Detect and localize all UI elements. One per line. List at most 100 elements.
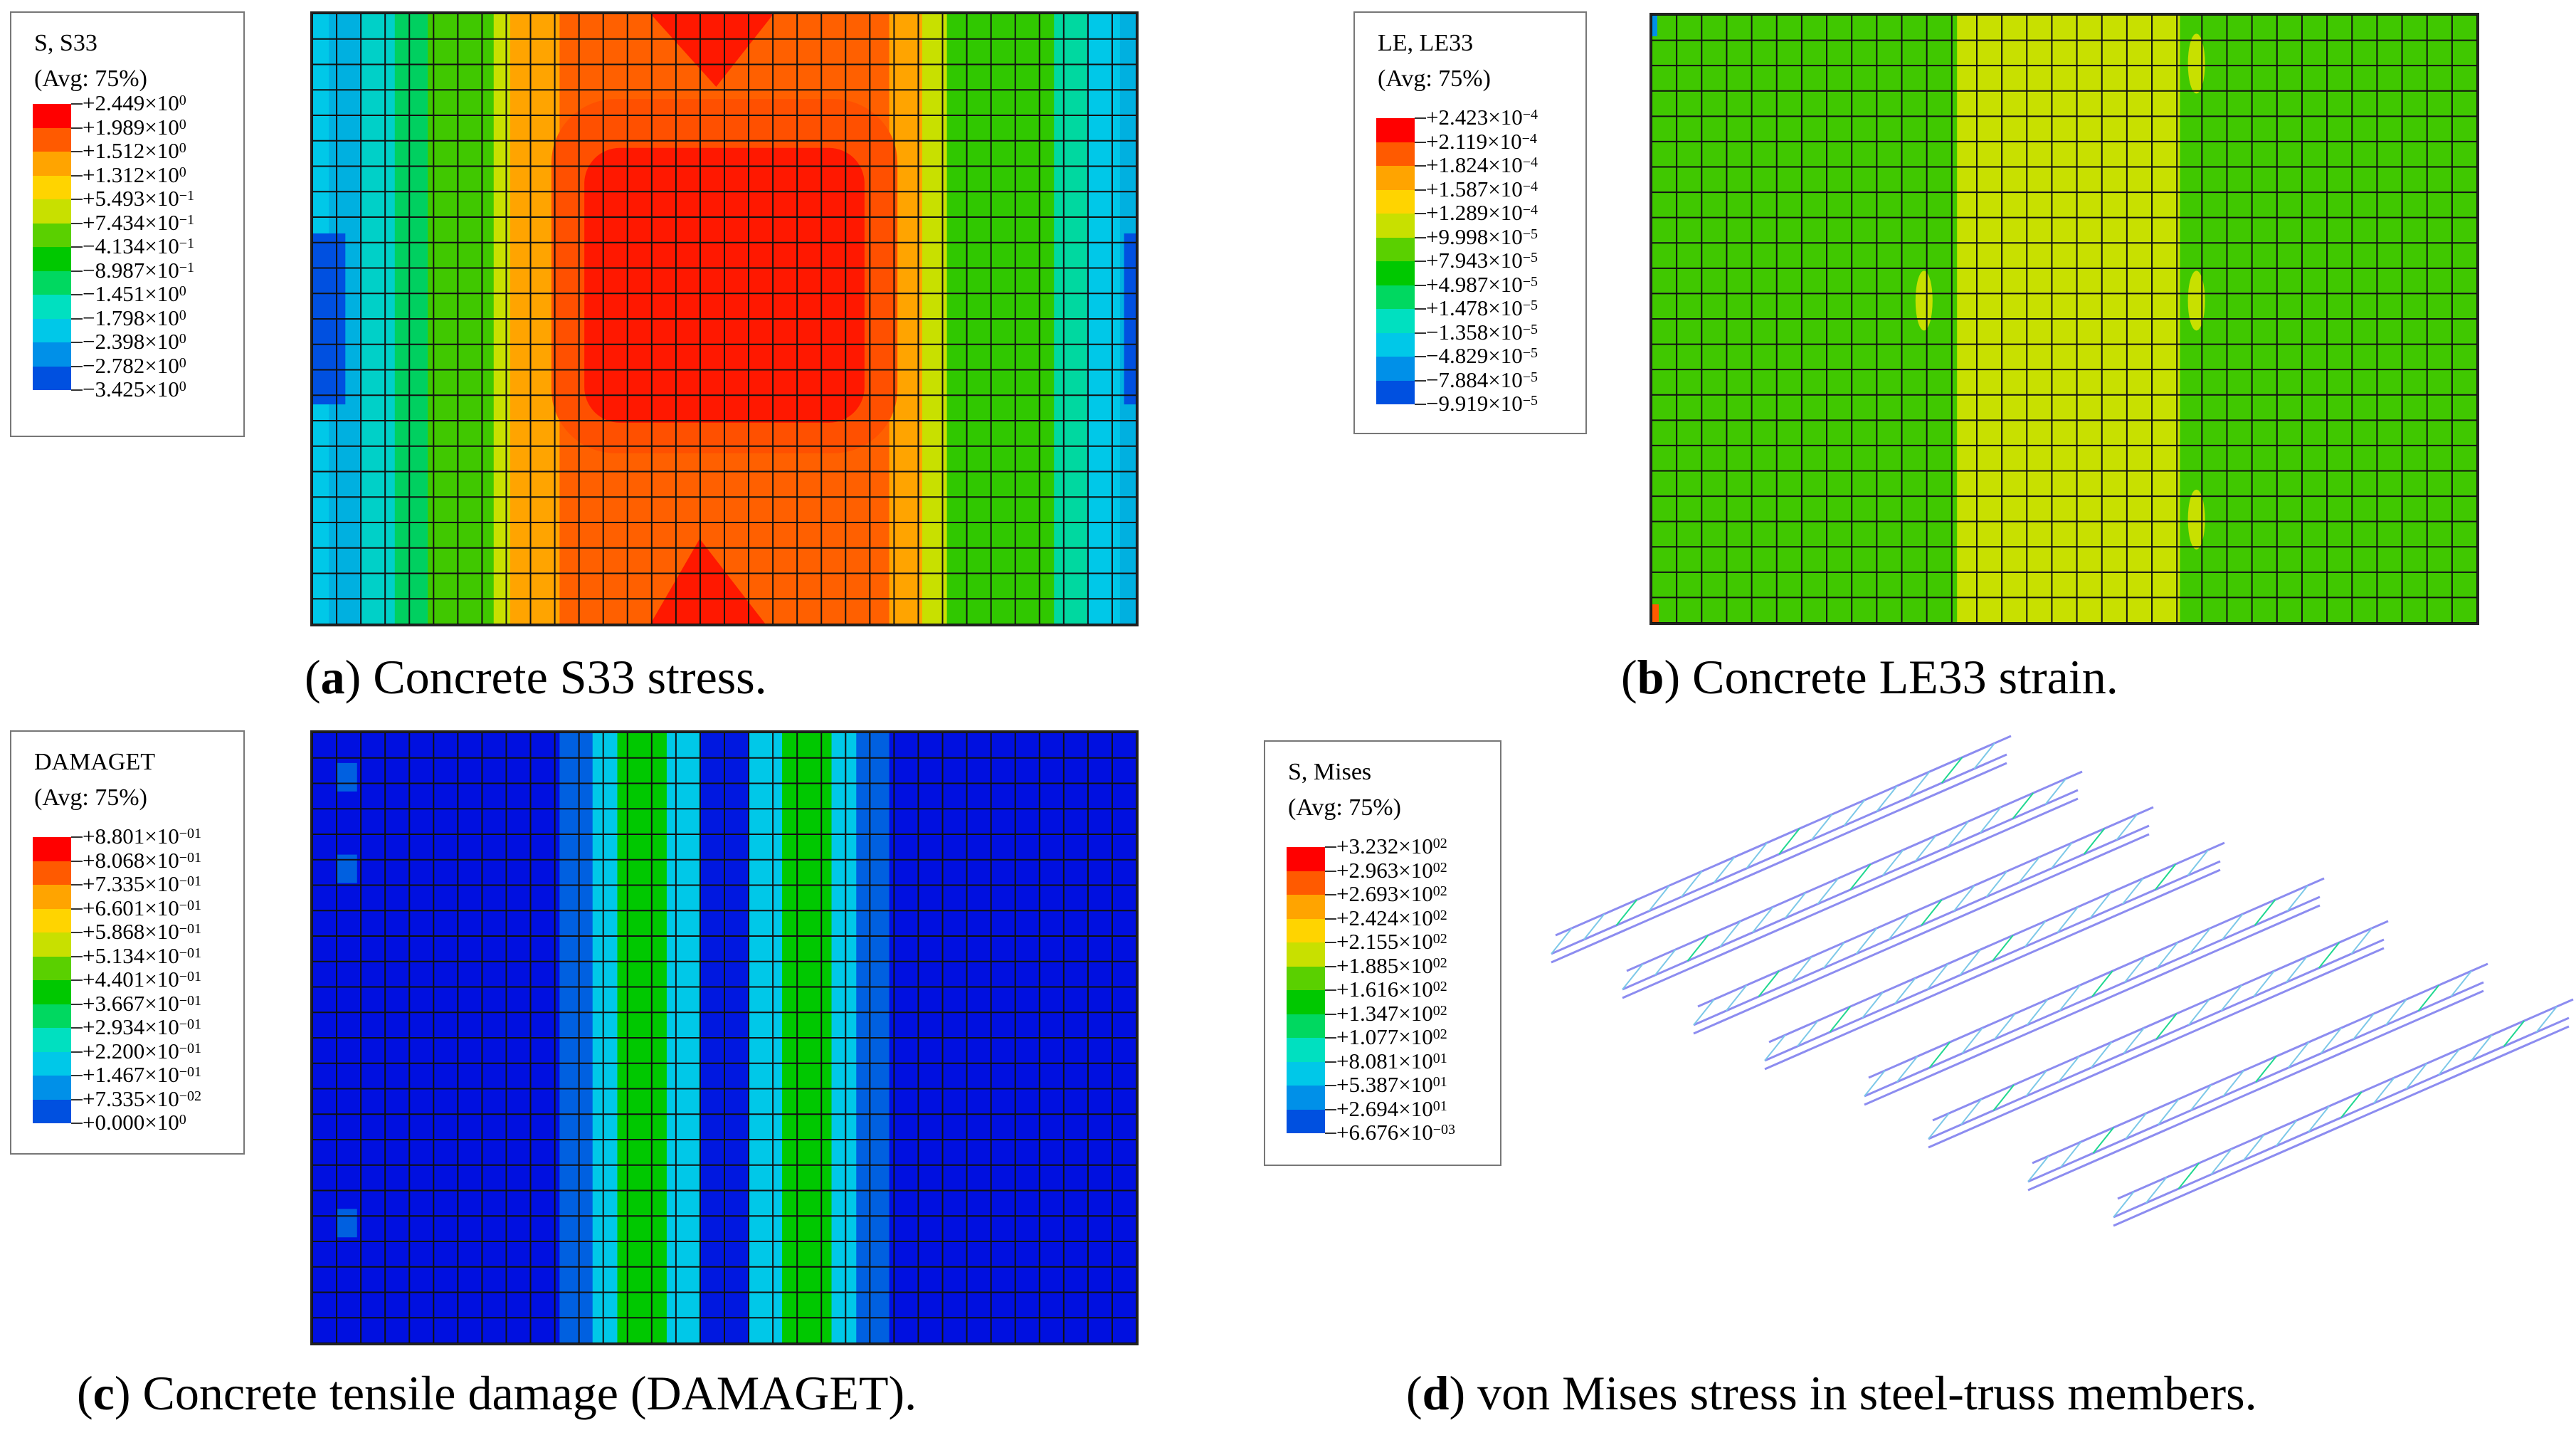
- caption-b-letter: b: [1637, 650, 1664, 704]
- legend-d-label: +3.232×1002: [1336, 834, 1447, 858]
- truss-bottom-chord: [1764, 868, 2221, 1071]
- truss-web-diagonal: [2025, 1070, 2047, 1097]
- legend-a-label: +1.512×100: [83, 139, 186, 163]
- truss-web-diagonal: [2340, 1091, 2363, 1118]
- legend-b-swatch: [1376, 261, 1415, 285]
- caption-d-letter: d: [1422, 1366, 1450, 1420]
- legend-b-exponent: −4: [1522, 202, 1538, 218]
- legend-d-tick: [1325, 965, 1336, 967]
- legend-c-tick: [71, 1075, 83, 1076]
- truss-web-diagonal: [2210, 1148, 2232, 1175]
- legend-d-label: +2.693×1002: [1336, 882, 1447, 906]
- truss-web-diagonal: [1960, 1098, 1983, 1125]
- legend-d-swatch: [1287, 966, 1325, 990]
- truss-web-diagonal: [2091, 970, 2113, 997]
- legend-c-tick: [71, 1123, 83, 1124]
- truss-web-diagonal: [2059, 1141, 2082, 1168]
- legend-b-tick: [1415, 236, 1426, 238]
- legend-a-tick: [71, 174, 83, 177]
- legend-b-label: −9.919×10−5: [1426, 392, 1538, 416]
- truss-member: [2113, 998, 2574, 1227]
- truss-web-diagonal: [2123, 1027, 2145, 1054]
- truss-web-diagonal: [1810, 814, 1833, 841]
- legend-c-exponent: −01: [179, 921, 201, 937]
- legend-a-label: −2.398×100: [83, 330, 186, 354]
- legend-c-label: +4.401×10−01: [83, 967, 201, 992]
- legend-b: LE, LE33 (Avg: 75%) +2.423×10−4 +2.119×10…: [1353, 11, 1587, 434]
- legend-a-mantissa: −1.451×10: [83, 281, 179, 306]
- legend-d: S, Mises (Avg: 75%) +3.232×1002 +2.963×10…: [1264, 740, 1501, 1166]
- legend-d-label: +2.963×1002: [1336, 858, 1447, 883]
- legend-a-exponent: 0: [179, 116, 186, 132]
- truss-member: [1928, 920, 2389, 1149]
- legend-a-mantissa: +2.449×10: [83, 90, 179, 115]
- truss-web-diagonal: [2090, 1041, 2113, 1068]
- legend-d-tick: [1325, 1108, 1336, 1110]
- legend-d-exponent: 02: [1432, 979, 1447, 994]
- legend-b-swatch: [1376, 380, 1415, 404]
- legend-a-tick: [71, 151, 83, 152]
- legend-b-swatch: [1376, 309, 1415, 333]
- legend-a-exponent: 0: [179, 283, 186, 299]
- truss-web-diagonal: [1551, 928, 1573, 955]
- legend-b-label: +2.119×10−4: [1426, 129, 1537, 154]
- legend-a-mantissa: −4.134×10: [83, 233, 179, 258]
- truss-web-diagonal: [1973, 742, 1995, 769]
- legend-b-exponent: −4: [1522, 107, 1538, 122]
- legend-b-tick: [1415, 308, 1426, 310]
- legend-b-tick: [1415, 356, 1426, 357]
- legend-c-swatch: [33, 1028, 71, 1052]
- truss-web-diagonal: [1693, 999, 1715, 1026]
- legend-d-mantissa: +3.232×10: [1336, 834, 1433, 858]
- legend-c-exponent: −01: [179, 897, 201, 913]
- legend-a-exponent: −1: [179, 211, 194, 228]
- legend-b-tick: [1415, 189, 1426, 191]
- legend-a-exponent: 0: [179, 354, 186, 371]
- legend-d-avg: (Avg: 75%): [1288, 794, 1401, 821]
- legend-a-label: +1.989×100: [83, 115, 186, 140]
- truss-web-diagonal: [2220, 984, 2243, 1012]
- legend-b-swatch: [1376, 118, 1415, 142]
- legend-c: DAMAGET (Avg: 75%) +8.801×10−01 +8.068×10…: [10, 730, 245, 1155]
- legend-c-mantissa: +8.801×10: [83, 824, 179, 848]
- legend-b-label: +1.289×10−4: [1426, 201, 1538, 225]
- damage-mesh: [312, 732, 1136, 1343]
- truss-member: [2027, 962, 2488, 1192]
- legend-c-label: +8.801×10−01: [83, 824, 201, 848]
- legend-b-mantissa: +1.587×10: [1426, 176, 1523, 201]
- truss-web-diagonal: [1947, 821, 1969, 848]
- truss-bottom-chord: [1928, 947, 2385, 1149]
- truss-web-diagonal: [2083, 828, 2106, 855]
- truss-web-diagonal: [2058, 1056, 2080, 1083]
- truss-web-diagonal: [2243, 1134, 2265, 1161]
- truss-web-diagonal: [1648, 885, 1670, 912]
- truss-web-diagonal: [2438, 1049, 2460, 1076]
- truss-web-diagonal: [1713, 856, 1736, 883]
- truss-web-diagonal: [1764, 1034, 1786, 1061]
- legend-a-mantissa: −1.798×10: [83, 305, 179, 330]
- legend-d-mantissa: +5.387×10: [1336, 1072, 1433, 1097]
- truss-web-diagonal: [2059, 984, 2081, 1012]
- legend-a-title: S, S33: [34, 30, 97, 56]
- truss-web-diagonal: [1843, 799, 1866, 826]
- legend-b-mantissa: −9.919×10: [1426, 391, 1523, 416]
- caption-d-text: von Mises stress in steel-truss members.: [1465, 1366, 2257, 1420]
- legend-c-exponent: −02: [179, 1088, 201, 1104]
- legend-d-label: +2.155×1002: [1336, 930, 1447, 954]
- legend-c-mantissa: +2.934×10: [83, 1014, 179, 1039]
- legend-a-mantissa: −3.425×10: [83, 377, 179, 401]
- legend-a-tick: [71, 317, 83, 320]
- le33-mesh: [1652, 15, 2477, 623]
- legend-a-swatch: [33, 270, 71, 295]
- legend-b-exponent: −5: [1522, 273, 1538, 290]
- truss-web-diagonal: [2123, 956, 2146, 983]
- s33-mesh: [312, 14, 1136, 624]
- legend-c-swatch: [33, 932, 71, 957]
- legend-a-swatch: [33, 175, 71, 199]
- truss-web-diagonal: [1862, 992, 1884, 1019]
- legend-c-swatch: [33, 1004, 71, 1028]
- legend-b-exponent: −5: [1522, 393, 1538, 409]
- truss-web-diagonal: [1992, 935, 2014, 962]
- legend-b-label: +9.998×10−5: [1426, 224, 1538, 249]
- legend-d-exponent: 02: [1432, 931, 1447, 947]
